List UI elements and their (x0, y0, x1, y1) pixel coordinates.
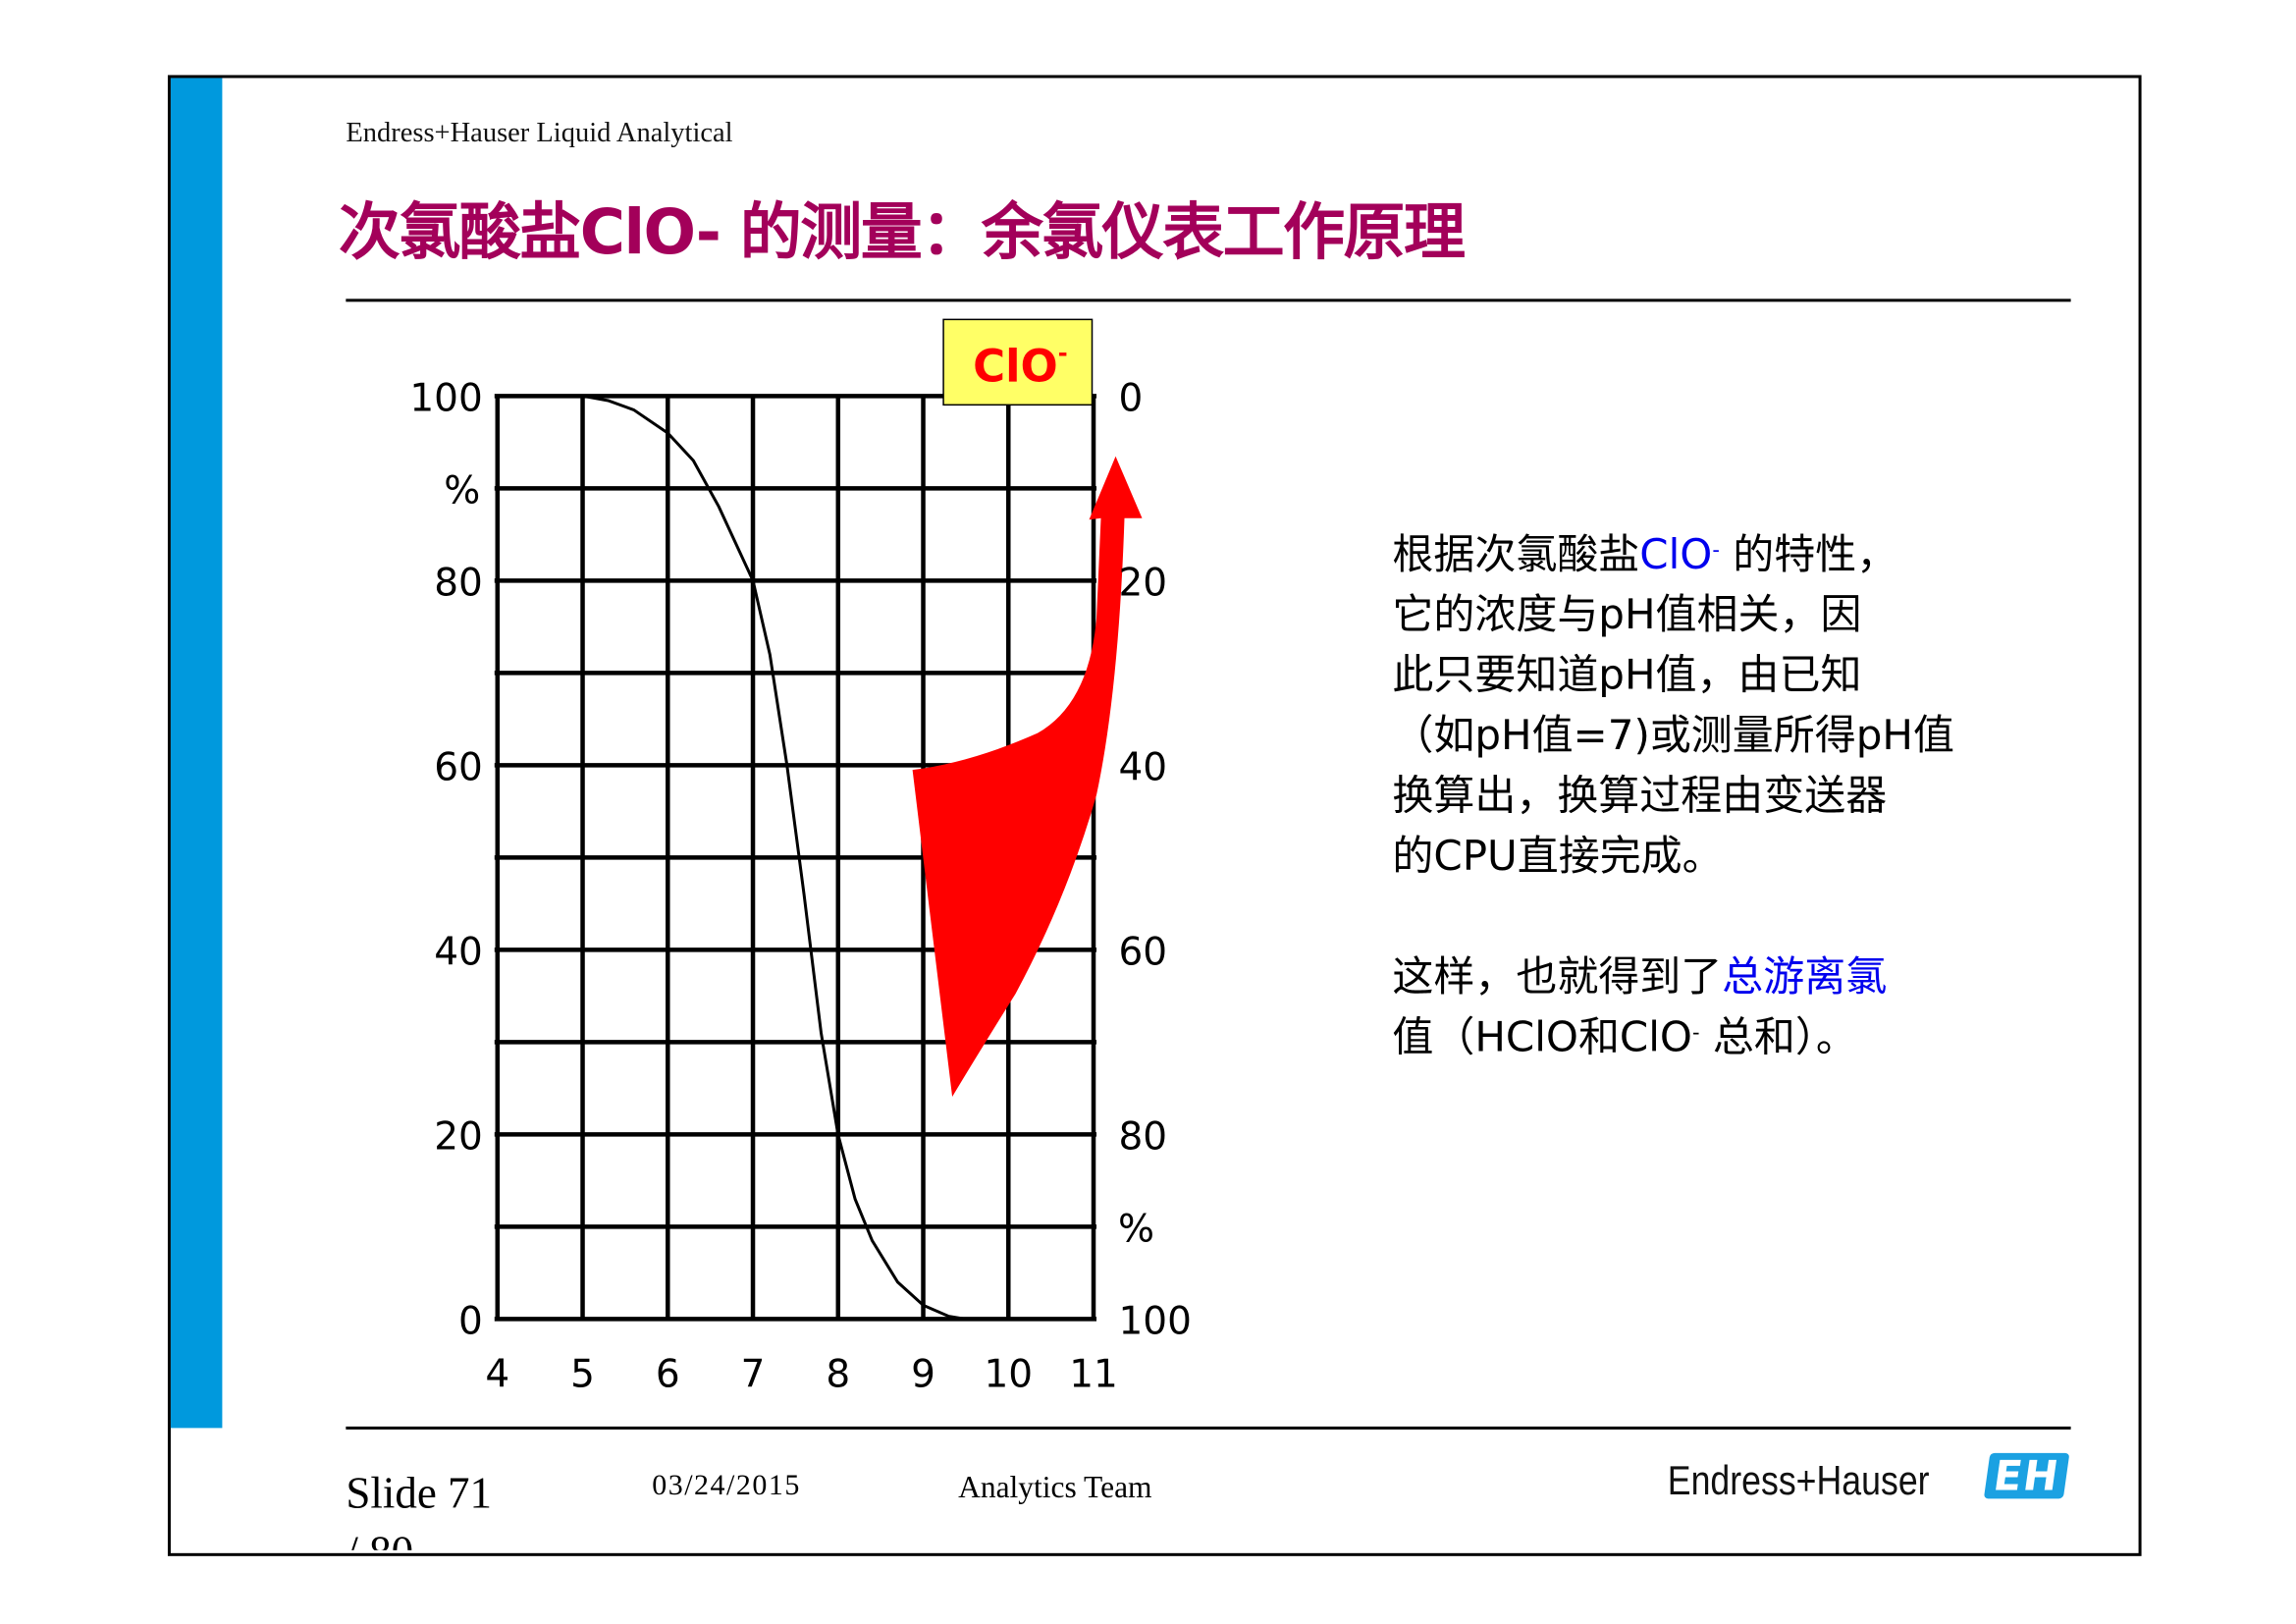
x-tick-label: 10 (984, 1352, 1033, 1396)
text-line: 这样，也就得到了总游离氯 (1392, 952, 1888, 1001)
text-line: 它的浓度与pH值相关，因 (1392, 590, 1862, 639)
footer-team: Analytics Team (958, 1469, 1152, 1505)
y-unit-right: % (1118, 1207, 1154, 1251)
logo-text: Endress+Hauser (1667, 1457, 1930, 1503)
text-line: 的CPU直接完成。 (1392, 832, 1724, 881)
highlight-term: 总游离氯 (1722, 952, 1888, 1001)
y-unit-left: % (444, 468, 480, 513)
x-tick-label: 8 (826, 1352, 850, 1396)
y-tick-label-left: 0 (458, 1299, 483, 1343)
x-tick-label: 5 (570, 1352, 595, 1396)
y-tick-label-left: 100 (409, 376, 482, 420)
slide-number: Slide 71 (346, 1469, 493, 1518)
text-line: 换算出，换算过程由变送器 (1392, 771, 1888, 821)
y-tick-label-left: 20 (434, 1114, 483, 1159)
clo-label: ClO- (973, 339, 1068, 392)
red-arrow-icon (912, 456, 1143, 1098)
eh-logo-icon: EH (1983, 1451, 2070, 1500)
slide-total: / 80 (346, 1528, 413, 1549)
y-tick-label-right: 0 (1119, 376, 1144, 420)
text-line: 此只要知道pH值，由已知 (1392, 650, 1862, 700)
x-tick-label: 4 (485, 1352, 509, 1396)
y-tick-label-right: 80 (1119, 1114, 1168, 1159)
header-subtitle: Endress+Hauser Liquid Analytical (346, 117, 733, 149)
series-line (557, 394, 967, 1321)
y-tick-label-right: 100 (1119, 1299, 1192, 1343)
y-tick-label-right: 40 (1119, 745, 1168, 789)
y-tick-label-left: 40 (434, 930, 483, 974)
y-tick-label-left: 60 (434, 745, 483, 789)
text-line: 根据次氯酸盐ClO- 的特性， (1392, 529, 1898, 579)
y-tick-label-right: 20 (1119, 561, 1168, 605)
slide-frame (167, 75, 2142, 1556)
accent-bar (170, 78, 223, 1429)
y-tick-label-right: 60 (1119, 930, 1168, 974)
x-tick-label: 7 (741, 1352, 766, 1396)
text-line: 值（HClO和ClO- 总和）。 (1392, 1012, 1857, 1062)
page-title: 次氯酸盐ClO- 的测量：余氯仪表工作原理 (338, 195, 1466, 268)
footer-divider (346, 1426, 2071, 1430)
footer-date: 03/24/2015 (652, 1469, 801, 1502)
explanation-text: 根据次氯酸盐ClO- 的特性， 它的浓度与pH值相关，因 此只要知道pH值，由已… (1392, 524, 2010, 1067)
title-divider (346, 298, 2071, 302)
clo-label-box (942, 318, 1094, 406)
x-tick-label: 11 (1069, 1352, 1118, 1396)
x-tick-label: 9 (911, 1352, 935, 1396)
text-line: （如pH值=7)或测量所得pH值 (1392, 711, 1954, 760)
y-tick-label-left: 80 (434, 561, 483, 605)
x-tick-label: 6 (656, 1352, 680, 1396)
